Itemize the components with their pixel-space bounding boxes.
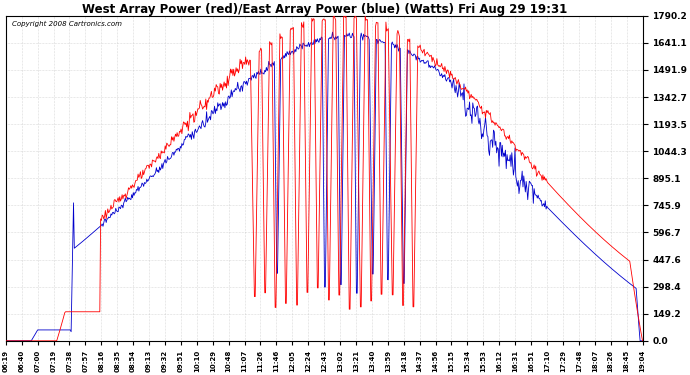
Text: Copyright 2008 Cartronics.com: Copyright 2008 Cartronics.com (12, 21, 122, 27)
Title: West Array Power (red)/East Array Power (blue) (Watts) Fri Aug 29 19:31: West Array Power (red)/East Array Power … (81, 3, 566, 16)
